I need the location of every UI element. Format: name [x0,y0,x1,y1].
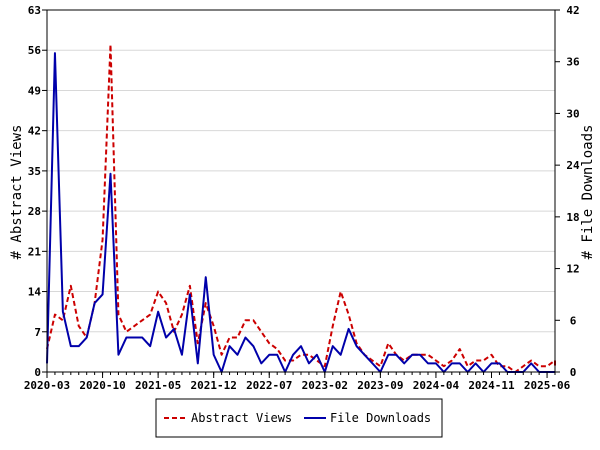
x-tick-label: 2020-10 [79,379,125,392]
x-tick-label: 2024-04 [413,379,460,392]
left-tick-label: 35 [28,165,41,178]
x-tick-label: 2023-02 [302,379,348,392]
series-line-abstract-views [46,43,556,373]
left-tick-label: 63 [28,4,41,17]
right-axis-title: # File Downloads [580,125,596,260]
gridlines [47,49,555,333]
right-axis-ticks: 0 6 12 18 24 30 36 42 [555,4,580,379]
series-lines [46,43,556,373]
legend-box [155,398,443,438]
x-tick-label: 2024-11 [468,379,515,392]
x-axis-ticks: 2020-03 2020-10 2021-05 2021-12 2022-07 2023-… [24,372,571,392]
right-tick-label: 6 [570,314,577,327]
left-tick-label: 14 [28,286,42,299]
right-tick-label: 42 [566,4,579,17]
left-axis-ticks: 0 7 14 21 28 35 42 49 56 63 [28,4,47,379]
left-tick-label: 7 [34,326,41,339]
x-tick-label: 2023-09 [357,379,403,392]
left-tick-label: 21 [28,245,42,258]
right-tick-label: 36 [566,56,580,69]
right-tick-label: 0 [570,366,577,379]
left-tick-label: 42 [28,125,41,138]
x-tick-label: 2021-12 [191,379,237,392]
right-tick-label: 24 [566,159,580,172]
right-tick-label: 12 [566,263,579,276]
plot-area-frame [46,9,556,373]
left-tick-label: 0 [34,366,41,379]
right-tick-label: 18 [566,211,579,224]
left-tick-label: 49 [28,84,41,97]
x-tick-label: 2021-05 [135,379,181,392]
legend-label-file-downloads: File Downloads [330,411,431,425]
left-tick-label: 28 [28,205,41,218]
left-tick-label: 56 [28,44,42,57]
x-tick-label: 2025-06 [524,379,571,392]
legend: Abstract Views File Downloads [155,398,443,438]
legend-label-abstract-views: Abstract Views [191,411,292,425]
right-tick-label: 30 [566,107,579,120]
x-tick-label: 2022-07 [246,379,292,392]
x-tick-label: 2020-03 [24,379,70,392]
series-line-file-downloads [46,52,555,373]
left-axis-title: # Abstract Views [9,125,25,260]
